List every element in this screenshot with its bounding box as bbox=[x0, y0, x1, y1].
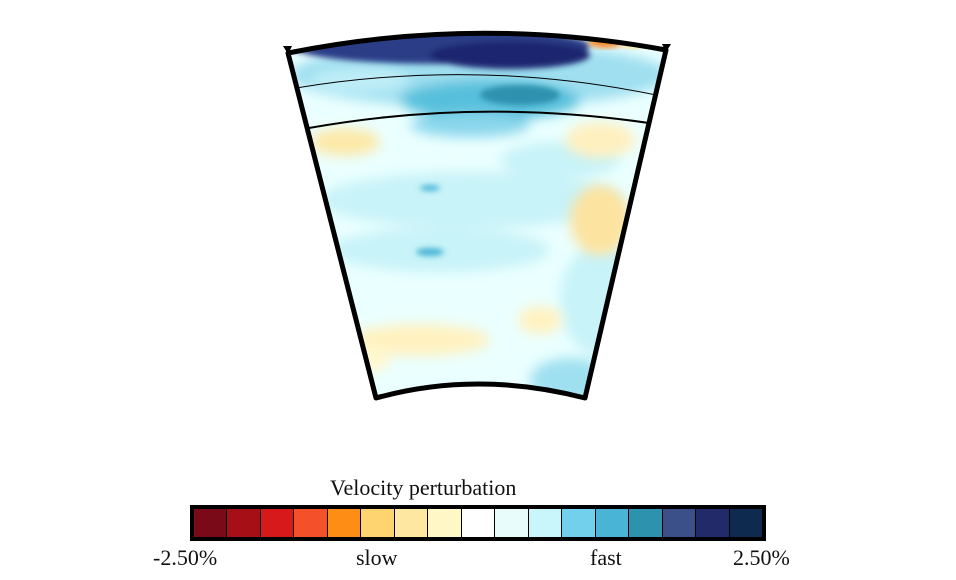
colorbar-max-label: 2.50% bbox=[733, 545, 790, 570]
discontinuity-410-line bbox=[295, 74, 657, 96]
colorbar-min-label: -2.50% bbox=[153, 545, 218, 570]
colorbar-title: Velocity perturbation bbox=[330, 475, 517, 500]
colorbar bbox=[190, 505, 766, 541]
colorbar-segment bbox=[428, 509, 462, 537]
colorbar-segment bbox=[495, 509, 529, 537]
end-marker-icon bbox=[662, 44, 671, 52]
colorbar-segment bbox=[662, 509, 697, 537]
colorbar-segment bbox=[729, 509, 762, 537]
section-outline bbox=[285, 30, 669, 401]
colorbar-segment bbox=[260, 509, 295, 537]
colorbar-segment bbox=[327, 509, 362, 537]
discontinuity-660-line bbox=[308, 110, 650, 129]
colorbar-segment bbox=[361, 509, 395, 537]
start-marker-icon bbox=[283, 46, 292, 54]
colorbar-segment bbox=[528, 509, 563, 537]
colorbar-fast-label: fast bbox=[590, 545, 622, 570]
colorbar-segment bbox=[562, 509, 596, 537]
colorbar-segment bbox=[629, 509, 663, 537]
colorbar-segment bbox=[394, 509, 429, 537]
colorbar-slow-label: slow bbox=[356, 545, 398, 570]
colorbar-segment bbox=[194, 509, 228, 537]
colorbar-segment bbox=[294, 509, 328, 537]
colorbar-segment bbox=[227, 509, 261, 537]
cross-section-panel bbox=[283, 30, 671, 401]
velocity-field bbox=[288, 33, 666, 398]
colorbar-segment bbox=[461, 509, 496, 537]
colorbar-segment bbox=[696, 509, 730, 537]
colorbar-segment bbox=[595, 509, 630, 537]
